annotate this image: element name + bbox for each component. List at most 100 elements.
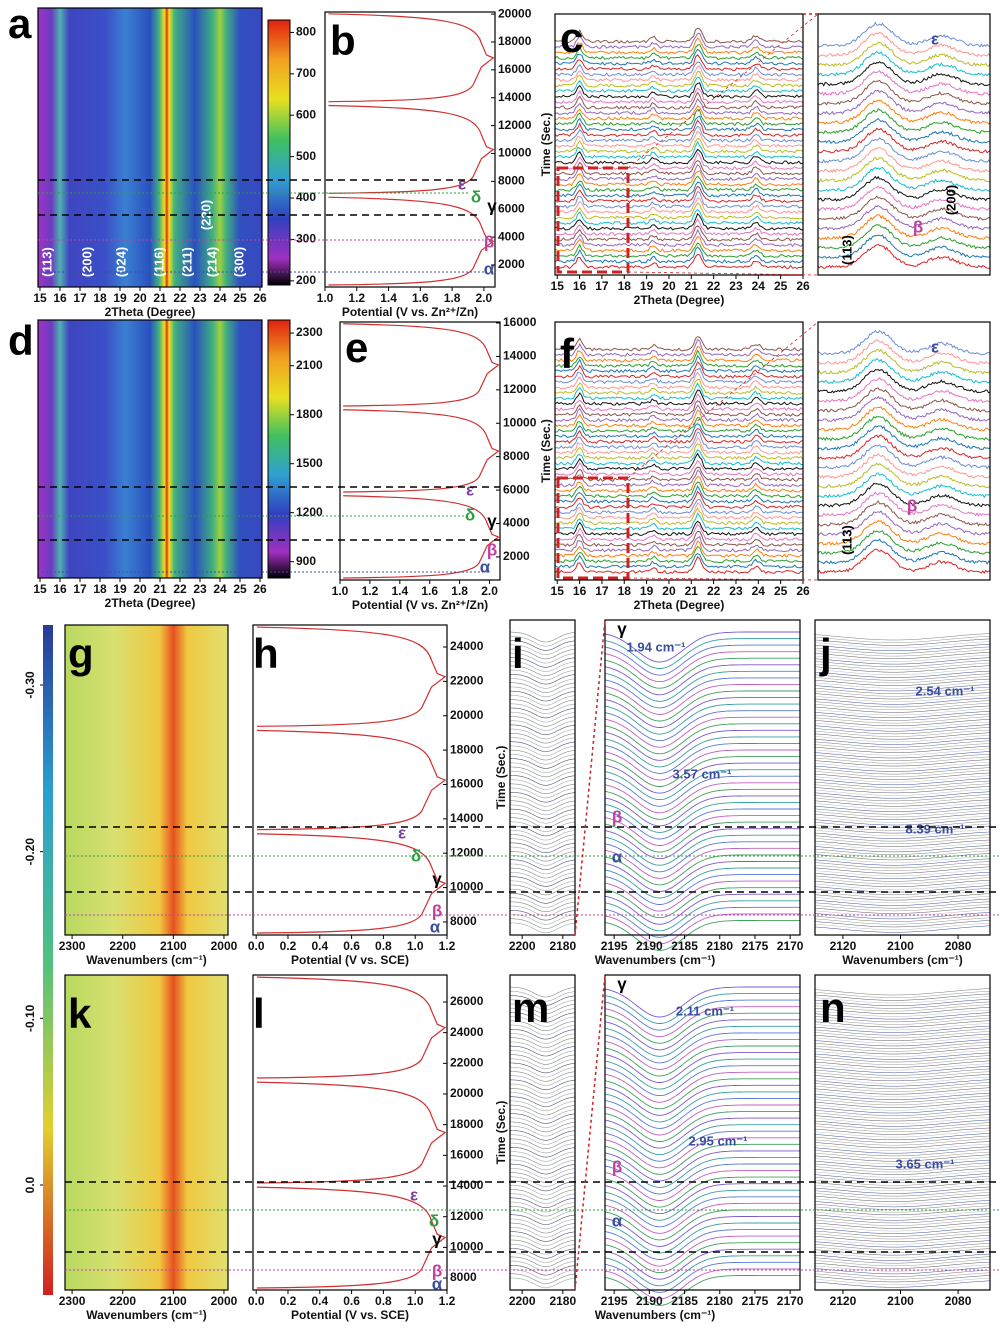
ir-spectrum-line <box>814 780 991 788</box>
x-tick-label: 19 <box>640 279 654 293</box>
spectrum-line <box>817 89 991 116</box>
y-tick-label: 24000 <box>450 639 484 653</box>
panel-label: c <box>560 14 583 61</box>
x-axis-label: 2Theta (Degree) <box>105 596 196 610</box>
y-tick-label: 16000 <box>450 777 484 791</box>
ir-spectrum-line <box>604 1202 800 1234</box>
spectrum-line <box>554 452 804 472</box>
spectrum-line <box>554 228 804 248</box>
colorbar-tick-label: 1800 <box>296 407 323 421</box>
ir-spectrum-line <box>604 993 800 1024</box>
annotation: β <box>612 807 622 826</box>
spectrum-line <box>554 553 804 569</box>
spectrum-line <box>817 137 991 164</box>
spectrum-line <box>554 235 804 253</box>
ir-spectrum-line <box>814 705 991 713</box>
ir-spectrum-line <box>814 788 991 796</box>
spectrum-line <box>554 361 804 379</box>
y-tick-label: 20000 <box>450 1086 484 1100</box>
ir-spectrum-line <box>814 735 991 743</box>
y-tick-label: 20000 <box>450 708 484 722</box>
panel-label: k <box>68 990 92 1037</box>
spectrum-line <box>554 61 804 77</box>
panel: 2195 2190 2185 2180 2175 2170 γ1.94 cm⁻¹ 3.57 c… <box>601 619 804 953</box>
ir-spectrum-line <box>510 1113 575 1124</box>
ir-spectrum-line <box>814 1052 991 1060</box>
ir-spectrum-line <box>814 998 991 1006</box>
ir-spectrum-line <box>510 636 575 647</box>
ir-spectrum-line <box>604 1012 800 1044</box>
panel: 15 16 17 18 19 20 21 22 23 24 25 26 2Theta (Degree) a… <box>8 0 267 319</box>
ir-spectrum-line <box>814 1015 991 1023</box>
plot-area <box>253 975 447 1290</box>
annotation: (113) <box>839 525 854 555</box>
ir-spectrum-line <box>510 1260 575 1272</box>
ir-spectrum-line <box>510 1151 576 1162</box>
y-tick-label: 12000 <box>450 845 484 859</box>
x-tick-label: 24 <box>213 291 227 305</box>
ir-spectrum-line <box>814 996 991 1004</box>
ir-spectrum-line <box>814 668 991 676</box>
x-tick-label: 21 <box>685 279 699 293</box>
ir-spectrum-line <box>814 772 991 780</box>
ir-spectrum-line <box>814 1090 991 1098</box>
ir-spectrum-line <box>814 1068 991 1076</box>
y-tick-label: 12000 <box>498 118 532 132</box>
panel: 1.0 1.2 1.4 1.6 1.8 2.0 2000 4000 6000 8000 10000 1… <box>317 6 532 319</box>
ir-spectrum-line <box>814 850 991 858</box>
y-tick-label: 24000 <box>450 1025 484 1039</box>
ir-spectrum-line <box>510 682 576 693</box>
spectrum-line <box>554 338 804 357</box>
y-tick-label: 14000 <box>503 349 537 363</box>
x-tick-label: 0.8 <box>375 939 392 953</box>
y-tick-label: 10000 <box>503 415 537 429</box>
x-tick-label: 2200 <box>509 939 536 953</box>
colorbar-tick-label: 600 <box>296 107 316 121</box>
ir-spectrum-line <box>814 922 991 930</box>
ir-spectrum-line <box>814 740 991 748</box>
colorbar: 900 1200 1500 1800 2100 2300 <box>267 319 323 579</box>
ir-spectrum-line <box>604 697 800 728</box>
ir-spectrum-line <box>510 1184 576 1196</box>
ir-spectrum-line <box>814 1226 991 1234</box>
ir-spectrum-line <box>509 673 576 685</box>
ir-spectrum-line <box>814 1151 991 1159</box>
ir-spectrum-line <box>814 1066 991 1074</box>
spectrum-line <box>817 234 990 259</box>
ir-spectrum-line <box>814 1057 991 1065</box>
x-tick-label: 2000 <box>211 939 238 953</box>
ir-spectrum-line <box>814 652 991 660</box>
spectrum-line <box>817 444 991 470</box>
ir-spectrum-line <box>604 1170 800 1201</box>
ir-spectrum-line <box>510 905 575 917</box>
ir-spectrum-line <box>814 1087 991 1095</box>
ir-spectrum-line <box>510 1003 576 1015</box>
x-tick-label: 0.2 <box>280 1294 297 1308</box>
ir-spectrum-line <box>510 796 576 807</box>
ir-spectrum-line <box>604 1078 800 1110</box>
ir-spectrum-line <box>604 795 800 827</box>
spectrum-line <box>554 545 804 564</box>
plot-frame <box>324 11 496 288</box>
x-tick-label: 1.6 <box>412 291 429 305</box>
spectrum-line <box>554 209 804 226</box>
ir-spectrum-line <box>814 904 991 912</box>
colorbar-tick-label: 300 <box>296 232 316 246</box>
x-axis-label: Wavenumbers (cm⁻¹) <box>842 953 963 967</box>
ir-spectrum-line <box>814 686 991 694</box>
ir-spectrum-line <box>604 723 800 755</box>
annotation: δ <box>465 505 475 524</box>
ir-spectrum-line <box>814 812 991 820</box>
ir-spectrum-line <box>604 906 800 938</box>
annotation: (113) <box>39 247 54 277</box>
x-axis-label: Wavenumbers (cm⁻¹) <box>86 1308 207 1322</box>
x-tick-label: 26 <box>253 582 267 596</box>
ir-spectrum-line <box>814 823 991 831</box>
plot-frame <box>814 974 991 1291</box>
ir-spectrum-line <box>604 677 800 709</box>
colorbar-tick-label: 1500 <box>296 456 323 470</box>
ir-spectrum-line <box>814 1154 991 1162</box>
y-tick-label: 14000 <box>498 90 532 104</box>
ir-spectrum-line <box>509 1235 576 1246</box>
ir-spectrum-line <box>814 842 991 850</box>
